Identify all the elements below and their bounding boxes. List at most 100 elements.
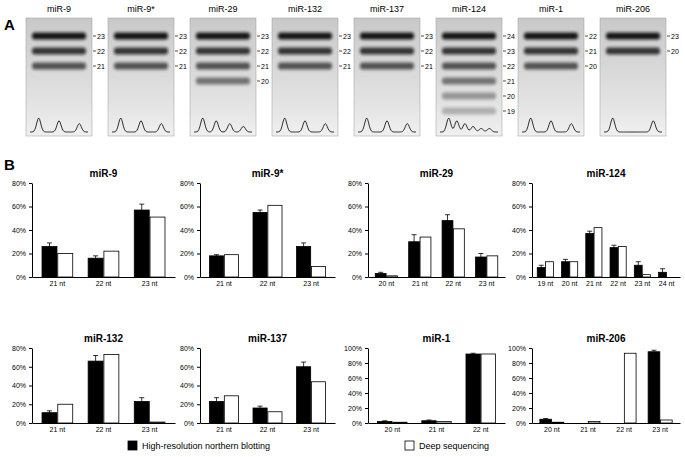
error-bar bbox=[47, 411, 52, 415]
plot-area bbox=[540, 350, 672, 423]
bar-chart: 0%20%40%60%80%21 nt22 nt23 ntmiR-9* bbox=[180, 168, 336, 287]
bar bbox=[42, 246, 57, 277]
band-label: 22 bbox=[343, 48, 351, 55]
blot-band bbox=[442, 33, 496, 40]
band-tick bbox=[503, 36, 506, 37]
error-bar-stem bbox=[662, 269, 663, 276]
error-bar-cap bbox=[660, 268, 665, 269]
y-tick-mark bbox=[29, 367, 32, 368]
y-axis: 0%20%40%60%80% bbox=[12, 345, 33, 427]
x-axis-line bbox=[533, 423, 681, 424]
error-bar-stem bbox=[141, 204, 142, 216]
density-trace bbox=[440, 118, 498, 132]
y-tick: 20% bbox=[12, 250, 32, 257]
bar bbox=[487, 256, 498, 277]
y-tick-mark bbox=[29, 404, 32, 405]
x-tick-label: 22 nt bbox=[616, 426, 632, 433]
band-tick bbox=[175, 36, 178, 37]
band-label: 22 bbox=[261, 48, 269, 55]
legend-swatch bbox=[405, 441, 414, 450]
y-tick-label: 80% bbox=[348, 180, 362, 187]
y-axis-line bbox=[200, 349, 201, 424]
bar-chart: 0%20%40%60%80%21 nt22 nt23 ntmiR-9 bbox=[12, 168, 176, 287]
blot: miR-2062320 bbox=[600, 4, 679, 136]
y-tick-mark bbox=[529, 254, 532, 255]
y-tick: 80% bbox=[348, 180, 368, 187]
error-bar-stem bbox=[303, 243, 304, 250]
x-tick-label: 23 nt bbox=[303, 280, 319, 287]
x-tick: 21 nt bbox=[50, 423, 66, 433]
y-tick-mark bbox=[529, 277, 532, 278]
error-bar bbox=[301, 243, 306, 250]
error-bar bbox=[139, 398, 144, 406]
x-tick-label: 20 nt bbox=[562, 280, 578, 287]
plot-area bbox=[375, 215, 497, 277]
blot-band bbox=[32, 63, 86, 70]
error-bar-stem bbox=[480, 254, 481, 261]
y-tick-label: 100% bbox=[344, 345, 362, 352]
bar bbox=[648, 352, 660, 423]
bar bbox=[387, 276, 398, 277]
y-tick-mark bbox=[529, 348, 532, 349]
bar-chart: 0%20%40%60%80%21 nt22 nt23 ntmiR-137 bbox=[180, 333, 336, 433]
blot-band bbox=[196, 48, 250, 55]
x-tick-label: 24 nt bbox=[659, 280, 675, 287]
y-tick: 80% bbox=[512, 180, 532, 187]
figure: ABmiR-9232221miR-9*232221miR-2923222120m… bbox=[0, 0, 685, 457]
panel-label: A bbox=[4, 16, 15, 33]
y-tick-label: 0% bbox=[16, 274, 26, 281]
bar bbox=[667, 277, 675, 278]
x-tick: 22 nt bbox=[96, 423, 112, 433]
blot-band bbox=[360, 33, 414, 40]
y-axis-line bbox=[368, 349, 369, 424]
blot-band bbox=[606, 48, 660, 55]
x-tick: 21 nt bbox=[586, 277, 602, 287]
blot: miR-9*232221 bbox=[108, 4, 187, 136]
x-tick-label: 22 nt bbox=[260, 426, 276, 433]
y-tick-mark bbox=[529, 207, 532, 208]
y-tick-label: 80% bbox=[512, 360, 526, 367]
y-tick: 60% bbox=[12, 203, 32, 210]
plot-area bbox=[209, 205, 325, 277]
y-tick-label: 60% bbox=[12, 203, 26, 210]
y-tick: 60% bbox=[348, 375, 368, 382]
y-tick: 40% bbox=[348, 390, 368, 397]
x-tick-label: 23 nt bbox=[142, 426, 158, 433]
y-tick-label: 0% bbox=[184, 274, 194, 281]
bar bbox=[594, 228, 602, 277]
error-bar bbox=[587, 231, 592, 236]
y-tick: 0% bbox=[352, 420, 368, 427]
y-tick: 40% bbox=[512, 227, 532, 234]
y-tick-mark bbox=[365, 378, 368, 379]
x-tick: 21 nt bbox=[216, 423, 232, 433]
bar bbox=[420, 237, 431, 277]
band-label: 22 bbox=[97, 48, 105, 55]
y-tick: 20% bbox=[348, 250, 368, 257]
band-label: 23 bbox=[97, 33, 105, 40]
y-tick-label: 0% bbox=[16, 420, 26, 427]
y-tick: 80% bbox=[180, 345, 200, 352]
y-tick: 100% bbox=[508, 345, 532, 352]
x-tick-label: 21 nt bbox=[50, 426, 66, 433]
blot-band bbox=[196, 63, 250, 70]
blot-band bbox=[442, 63, 496, 70]
bar bbox=[576, 423, 588, 424]
y-tick: 40% bbox=[348, 227, 368, 234]
blot-band bbox=[442, 93, 496, 100]
error-bar bbox=[93, 356, 98, 367]
band-tick bbox=[503, 96, 506, 97]
x-axis: 21 nt 22 nt 23 nt bbox=[33, 423, 176, 433]
bar bbox=[253, 408, 267, 423]
x-tick: 23 nt bbox=[303, 277, 319, 287]
x-tick-label: 20 nt bbox=[385, 426, 401, 433]
band-label: 20 bbox=[671, 48, 679, 55]
error-bar bbox=[214, 398, 219, 406]
error-bar-cap bbox=[47, 410, 52, 411]
y-tick-label: 40% bbox=[512, 390, 526, 397]
x-tick: 22 nt bbox=[610, 277, 626, 287]
y-tick-label: 20% bbox=[12, 401, 26, 408]
blot-band bbox=[278, 33, 332, 40]
x-tick-label: 21 nt bbox=[586, 280, 602, 287]
y-tick-label: 60% bbox=[348, 375, 362, 382]
y-axis: 0%20%40%60%80% bbox=[12, 180, 33, 281]
